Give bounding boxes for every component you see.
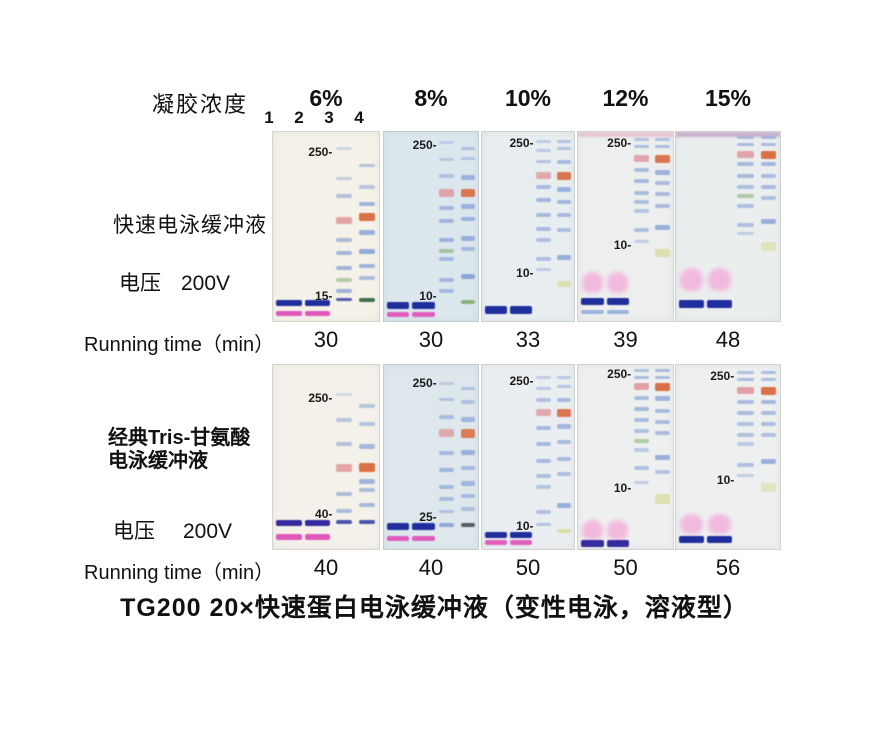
voltage-bottom: 电压 200V [113, 515, 232, 545]
concentration-8pct: 8% [414, 85, 448, 111]
running-time-label-top: Running time（min） [84, 334, 275, 356]
fast-buffer-label: 快速电泳缓冲液 [113, 214, 267, 237]
gel-photo-fast-6pct: 250- 15- [272, 131, 380, 322]
voltage-value: 200V [181, 272, 231, 295]
gel-photo-fast-10pct: 250- 10- [481, 131, 575, 322]
running-time-label-bottom: Running time（min） [84, 562, 275, 584]
voltage-label: 电压 [113, 520, 155, 543]
concentration-10pct: 10% [504, 85, 552, 111]
running-time-bottom-8pct: 40 [418, 555, 444, 580]
concentration-15pct: 15% [704, 85, 752, 111]
gel-photo-classic-15pct: 250- 10- [675, 364, 781, 550]
running-time-top-6pct: 30 [313, 327, 339, 352]
running-time-top-15pct: 48 [715, 327, 741, 352]
classic-buffer-label-line2: 电泳缓冲液 [108, 450, 208, 472]
gel-photo-fast-8pct: 250- 10- [383, 131, 479, 322]
running-time-top-12pct: 39 [613, 327, 638, 352]
lane-number-3: 3 [324, 108, 334, 127]
gel-photo-fast-15pct [675, 131, 781, 322]
gel-photo-classic-12pct: 250- 10- [577, 364, 674, 550]
running-time-top-8pct: 30 [418, 327, 444, 352]
running-time-bottom-12pct: 50 [613, 555, 638, 580]
classic-buffer-label: 经典Tris-甘氨酸 电泳缓冲液 [108, 427, 250, 473]
running-time-bottom-15pct: 56 [715, 555, 741, 580]
running-time-bottom-6pct: 40 [313, 555, 339, 580]
voltage-value: 200V [183, 520, 233, 543]
running-time-bottom-10pct: 50 [515, 555, 541, 580]
gel-photo-classic-6pct: 250- 40- [272, 364, 380, 550]
lane-number-1: 1 [264, 108, 274, 127]
lane-numbers: 1 2 3 4 [262, 108, 366, 128]
figure-title: TG200 20×快速蛋白电泳缓冲液（变性电泳，溶液型） [120, 594, 749, 622]
classic-buffer-label-line1: 经典Tris-甘氨酸 [108, 427, 251, 449]
voltage-label: 电压 [119, 272, 161, 295]
gel-concentration-label: 凝胶浓度 [152, 92, 249, 117]
concentration-6pct: 6% [309, 85, 343, 111]
lane-number-4: 4 [354, 108, 364, 127]
voltage-top: 电压 200V [119, 267, 230, 297]
gel-photo-classic-10pct: 250- 10- [481, 364, 575, 550]
gel-photo-classic-8pct: 250- 25- [383, 364, 479, 550]
running-time-top-10pct: 33 [515, 327, 541, 352]
gel-photo-fast-12pct: 250- 10- [577, 131, 674, 322]
lane-number-2: 2 [294, 108, 304, 127]
concentration-12pct: 12% [602, 85, 649, 111]
